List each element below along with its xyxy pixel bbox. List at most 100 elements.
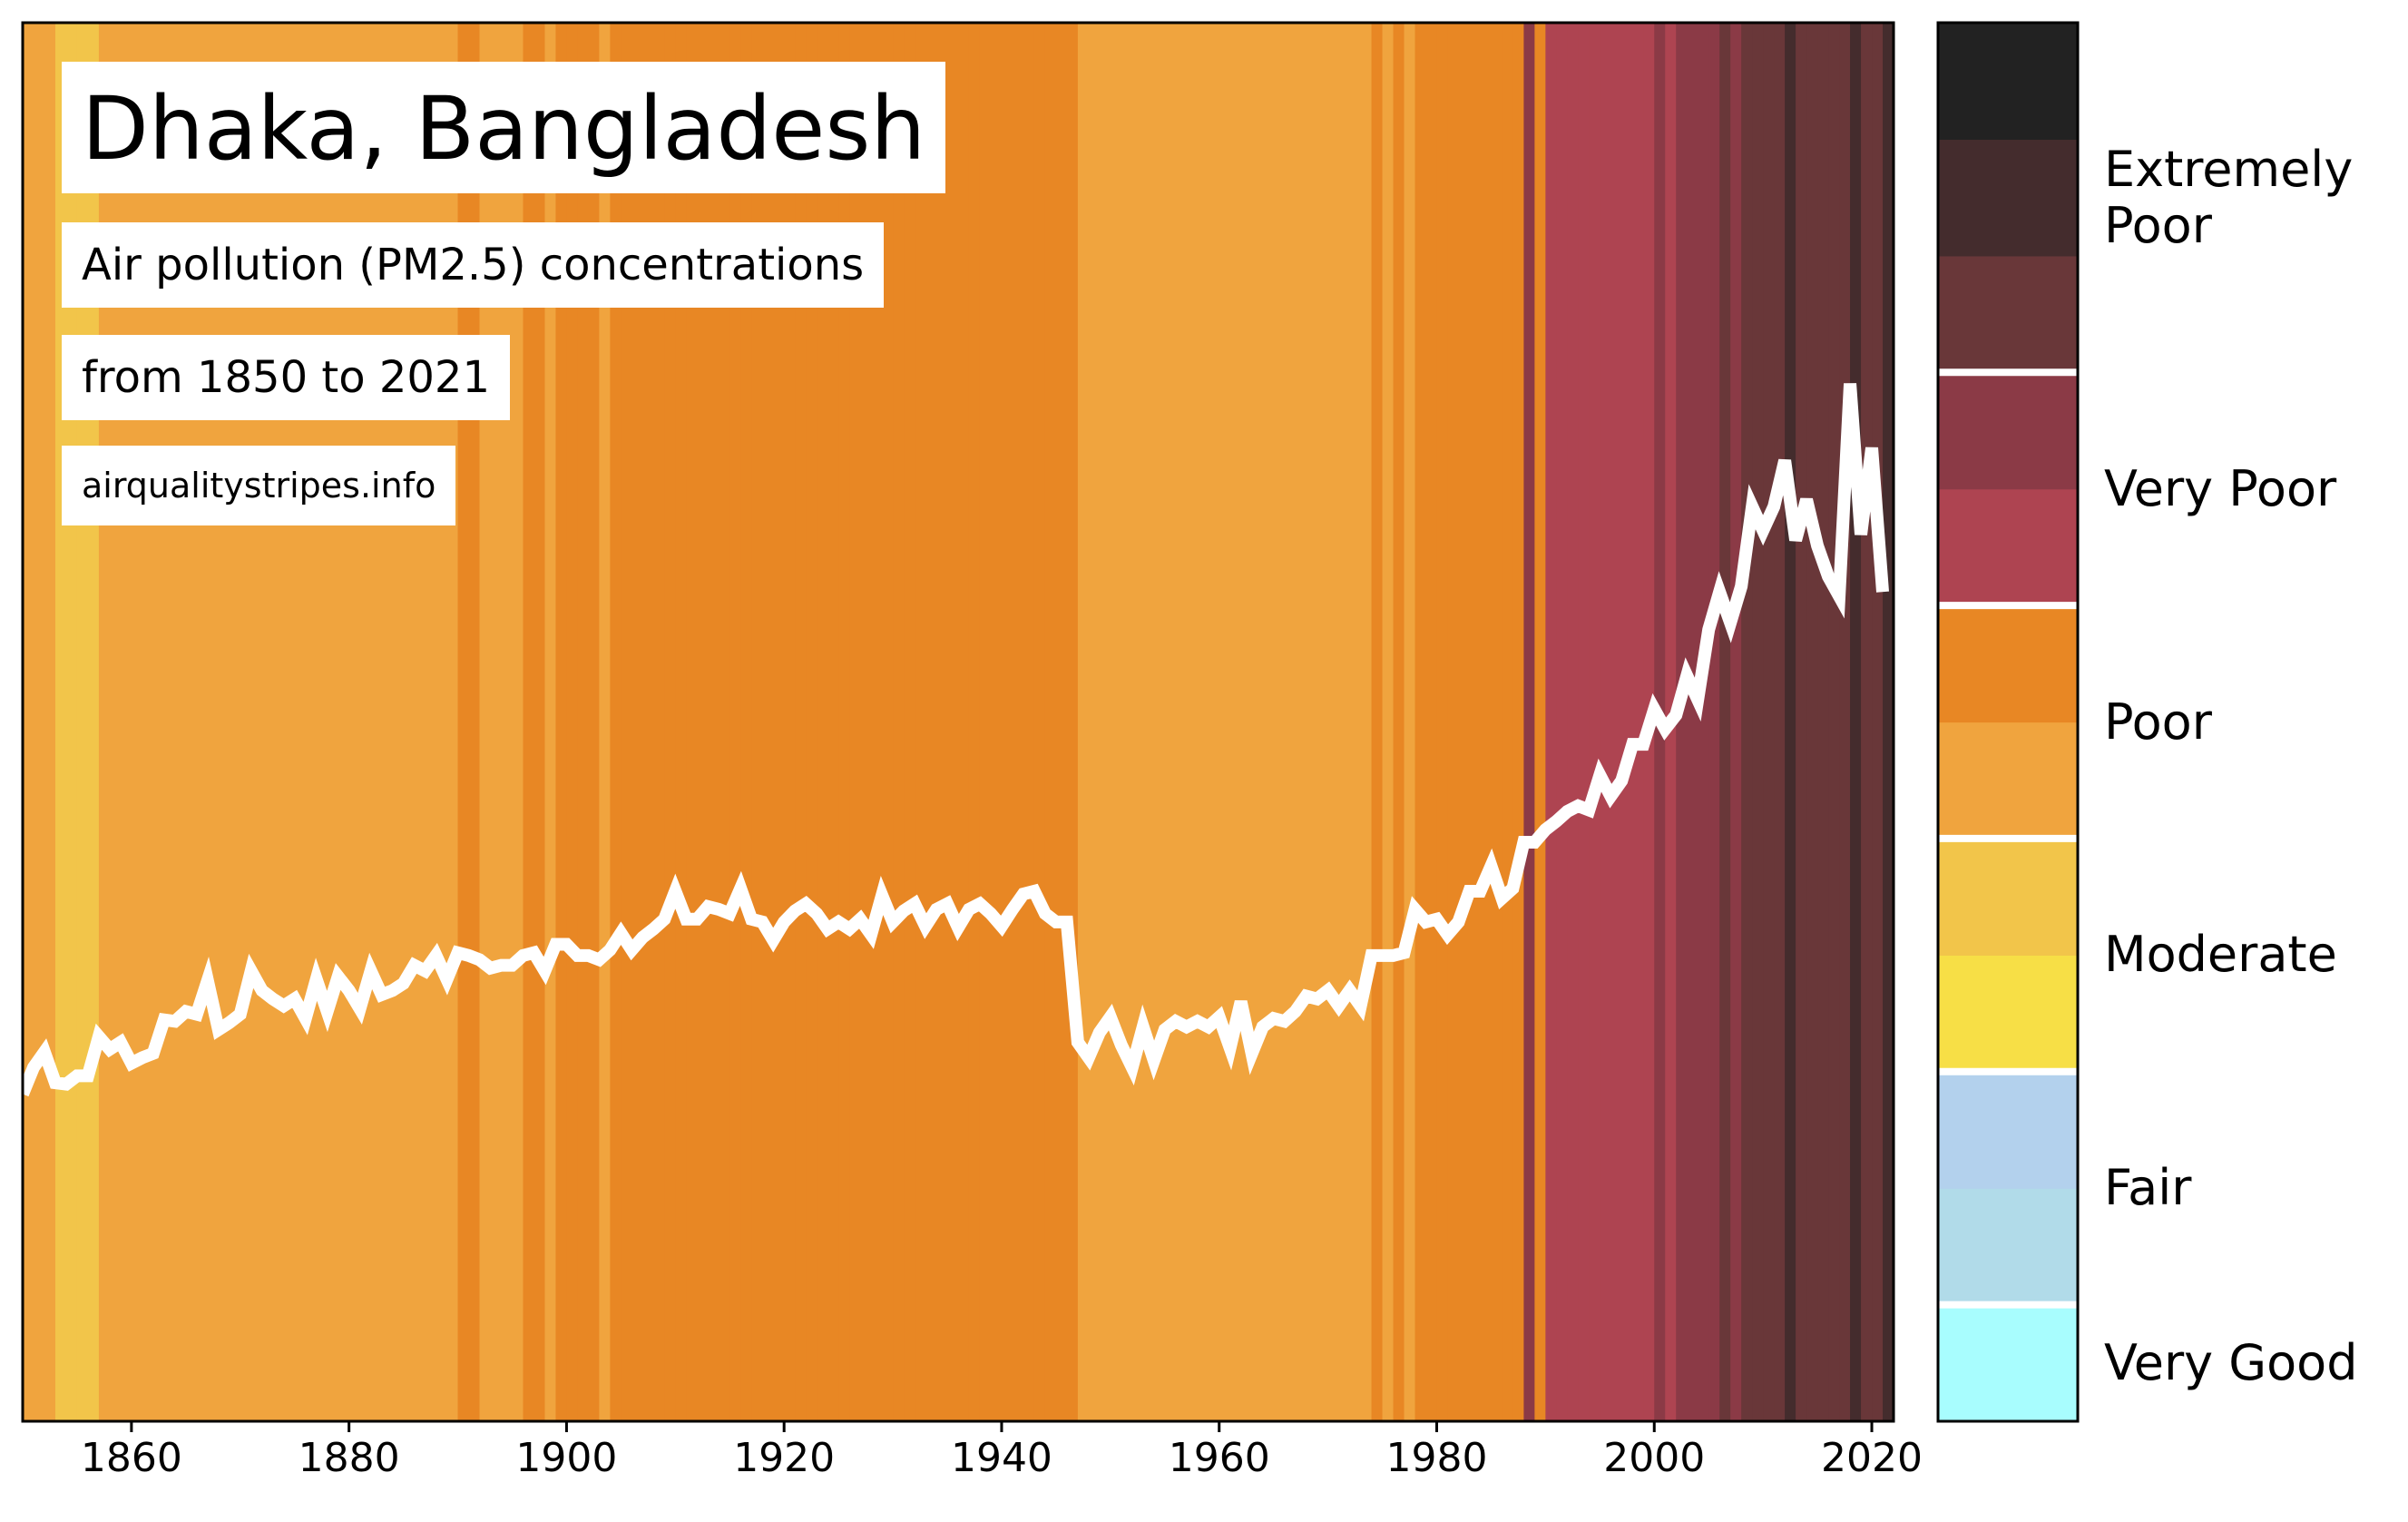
stripe [1077,23,1090,1421]
stripe [893,23,905,1421]
stripe [1306,23,1318,1421]
stripe [1589,23,1600,1421]
x-tick-label: 1900 [515,1435,617,1481]
plot-frame [21,21,1895,1423]
stripe [1785,23,1796,1421]
x-tick-label: 1980 [1385,1435,1487,1481]
stripe [1317,23,1329,1421]
stripe [533,23,546,1421]
colorbar-band [1938,1071,2078,1189]
stripe [795,23,807,1421]
stripe [1556,23,1568,1421]
stripe [958,23,970,1421]
stripe [1240,23,1253,1421]
stripe [1600,23,1611,1421]
source-label: airqualitystripes.info [62,446,456,525]
stripe [751,23,763,1421]
stripe [523,23,535,1421]
stripe [1121,23,1133,1421]
stripe [947,23,959,1421]
stripe [1327,23,1340,1421]
x-tick-label: 2020 [1821,1435,1923,1481]
stripe [1806,23,1818,1421]
stripe [1545,23,1557,1421]
stripe [1632,23,1644,1421]
stripe [621,23,632,1421]
stripe [1153,23,1166,1421]
stripe [1131,23,1144,1421]
colorbar-band [1938,605,2078,723]
chart-subtitle: from 1850 to 2021 [62,335,510,420]
colorbar-label: Fair [2104,1159,2192,1217]
stripe [1012,23,1024,1421]
stripe [512,23,524,1421]
stripe [1001,23,1013,1421]
stripe [1436,23,1449,1421]
stripe [1066,23,1079,1421]
stripe [1414,23,1427,1421]
stripe [1730,23,1742,1421]
stripe [1447,23,1460,1421]
colorbar-band [1938,722,2078,840]
stripe [610,23,622,1421]
stripe [773,23,785,1421]
stripe [708,23,719,1421]
stripe [904,23,915,1421]
stripe [1088,23,1101,1421]
stripe [1338,23,1351,1421]
stripe [1861,23,1873,1421]
colorbar-band [1938,955,2078,1073]
stripe [1491,23,1503,1421]
stripe [1284,23,1297,1421]
stripe [1567,23,1579,1421]
stripe [1763,23,1775,1421]
x-tick-label: 1860 [81,1435,182,1481]
colorbar-label: Extremely Poor [2104,140,2354,254]
stripe [1534,23,1546,1421]
stripe [740,23,752,1421]
stripe [1023,23,1035,1421]
stripe [664,23,676,1421]
stripe [1425,23,1438,1421]
colorbar-band [1938,838,2078,956]
stripe [1610,23,1622,1421]
stripe [1262,23,1275,1421]
stripe [599,23,611,1421]
stripe [1708,23,1720,1421]
stripe [1142,23,1155,1421]
stripe [762,23,774,1421]
stripe [1349,23,1362,1421]
stripe [642,23,654,1421]
stripe [806,23,817,1421]
stripe [1523,23,1535,1421]
stripe [1295,23,1307,1421]
stripe [1273,23,1286,1421]
stripe [1175,23,1188,1421]
stripe [1469,23,1482,1421]
stripe [1033,23,1046,1421]
x-tick-label: 2000 [1603,1435,1705,1481]
stripe [588,23,600,1421]
colorbar-frame [1936,21,2080,1423]
stripe [1110,23,1122,1421]
stripe [544,23,557,1421]
stripe [1393,23,1405,1421]
stripe [860,23,872,1421]
stripe [827,23,839,1421]
stripe [1512,23,1524,1421]
stripe [729,23,741,1421]
stripe [23,23,34,1421]
stripe [697,23,709,1421]
data-line [16,383,1889,1097]
colorbar-band [1938,139,2078,257]
colorbar-band [1938,255,2078,373]
stripe [1850,23,1862,1421]
stripe [1186,23,1199,1421]
stripe [936,23,948,1421]
stripe [817,23,828,1421]
colorbar-band [1938,488,2078,606]
stripe [849,23,861,1421]
stripe [1044,23,1057,1421]
stripe [784,23,796,1421]
